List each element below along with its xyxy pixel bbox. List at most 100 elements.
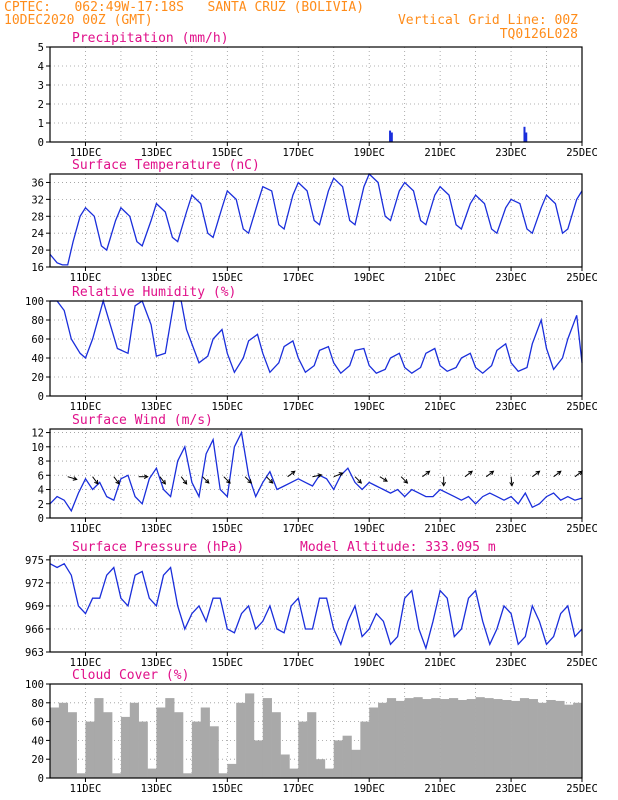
- y-tick-label: 10: [31, 442, 44, 454]
- x-tick-label: 15DEC: [212, 401, 244, 413]
- x-tick-label: 11DEC: [70, 401, 102, 413]
- cloud-bar: [386, 698, 397, 778]
- x-tick-label: 21DEC: [424, 657, 456, 669]
- y-tick-label: 40: [31, 735, 44, 747]
- y-tick-label: 969: [25, 601, 44, 613]
- wind-arrow-head: [204, 479, 210, 484]
- cloud-bar: [120, 716, 131, 778]
- cloud-bar: [209, 726, 219, 778]
- cloud-bar: [369, 707, 379, 778]
- x-tick-label: 25DEC: [566, 147, 598, 159]
- cloud-bar: [147, 768, 157, 778]
- x-tick-label: 17DEC: [282, 147, 314, 159]
- cloud-bar: [262, 698, 272, 778]
- wind-arrow-head: [94, 479, 99, 485]
- y-tick-label: 975: [25, 555, 44, 567]
- x-tick-label: 25DEC: [566, 272, 598, 284]
- x-tick-label: 11DEC: [70, 272, 102, 284]
- y-tick-label: 0: [38, 137, 44, 149]
- grid-line-note: Vertical Grid Line: 00Z: [397, 13, 578, 28]
- panel-title: Surface Temperature (nC): [72, 158, 260, 173]
- cloud-bar: [280, 754, 290, 778]
- wind-arrow: [159, 476, 166, 485]
- series-line: [49, 562, 583, 651]
- cloud-bar: [253, 740, 264, 778]
- cloud-bar: [129, 702, 139, 778]
- cloud-bar: [342, 735, 352, 778]
- x-tick-label: 23DEC: [495, 272, 527, 284]
- cloud-bar: [333, 740, 343, 778]
- wind-arrow: [287, 470, 296, 478]
- wind-arrow: [113, 476, 120, 485]
- cloud-bar: [58, 702, 69, 778]
- wind-arrow-head: [338, 472, 344, 477]
- y-tick-label: 1: [38, 118, 44, 130]
- cloud-bar: [76, 773, 86, 778]
- wind-arrow: [265, 476, 274, 484]
- wind-arrow-head: [357, 479, 363, 484]
- wind-arrow-head: [489, 470, 495, 476]
- wind-arrow-head: [317, 473, 323, 478]
- wind-arrow: [180, 476, 188, 485]
- x-tick-label: 23DEC: [495, 783, 527, 795]
- y-tick-label: 5: [38, 42, 44, 54]
- y-tick-label: 80: [31, 698, 44, 710]
- x-tick-label: 11DEC: [70, 657, 102, 669]
- x-tick-label: 13DEC: [141, 272, 173, 284]
- y-tick-label: 100: [25, 296, 44, 308]
- wind-arrow-head: [509, 481, 514, 487]
- x-tick-label: 15DEC: [212, 272, 244, 284]
- cloud-bar: [422, 699, 432, 778]
- x-tick-label: 21DEC: [424, 783, 456, 795]
- x-tick-label: 17DEC: [282, 783, 314, 795]
- panel-title: Surface Pressure (hPa): [72, 540, 244, 555]
- cloud-bar: [112, 773, 122, 778]
- panel-title: Precipitation (mm/h): [72, 31, 229, 46]
- y-tick-label: 6: [38, 470, 44, 482]
- cloud-bar: [573, 702, 583, 778]
- cloud-bar: [227, 763, 237, 778]
- run-date: 10DEC2020 00Z (GMT): [4, 13, 153, 28]
- x-tick-label: 15DEC: [212, 657, 244, 669]
- y-tick-label: 4: [38, 61, 44, 73]
- wind-arrow-head: [290, 470, 296, 476]
- x-tick-label: 19DEC: [353, 401, 385, 413]
- cloud-bar: [245, 693, 255, 778]
- cloud-bar: [174, 712, 184, 778]
- y-tick-label: 32: [31, 194, 44, 206]
- x-tick-label: 19DEC: [353, 523, 385, 535]
- y-tick-label: 12: [31, 428, 44, 440]
- wind-arrow: [244, 476, 252, 484]
- wind-arrow: [485, 470, 494, 478]
- x-tick-label: 23DEC: [495, 657, 527, 669]
- cloud-bar: [502, 699, 512, 778]
- cloud-bar: [298, 721, 308, 778]
- wind-arrow-head: [182, 479, 188, 485]
- y-tick-label: 36: [31, 177, 44, 189]
- x-tick-label: 13DEC: [141, 523, 173, 535]
- x-tick-label: 17DEC: [282, 657, 314, 669]
- wind-arrow: [202, 476, 210, 484]
- wind-arrow-head: [161, 479, 166, 485]
- precip-bar: [525, 132, 528, 142]
- x-tick-label: 11DEC: [70, 147, 102, 159]
- cloud-bar: [511, 700, 521, 778]
- wind-arrow: [422, 470, 430, 478]
- panel-title: Relative Humidity (%): [72, 285, 236, 300]
- x-tick-label: 19DEC: [353, 272, 385, 284]
- cloud-bar: [457, 699, 468, 778]
- x-tick-label: 13DEC: [141, 783, 173, 795]
- x-tick-label: 19DEC: [353, 783, 385, 795]
- y-tick-label: 60: [31, 717, 44, 729]
- series-line: [49, 172, 583, 266]
- wind-arrow-head: [268, 479, 274, 484]
- cloud-bar: [404, 698, 414, 778]
- series-line: [49, 430, 583, 513]
- x-tick-label: 25DEC: [566, 783, 598, 795]
- x-tick-label: 13DEC: [141, 657, 173, 669]
- cloud-bar: [519, 698, 530, 778]
- cloud-bar: [466, 699, 476, 778]
- y-tick-label: 2: [38, 99, 44, 111]
- wind-arrow: [92, 476, 99, 485]
- y-tick-label: 60: [31, 334, 44, 346]
